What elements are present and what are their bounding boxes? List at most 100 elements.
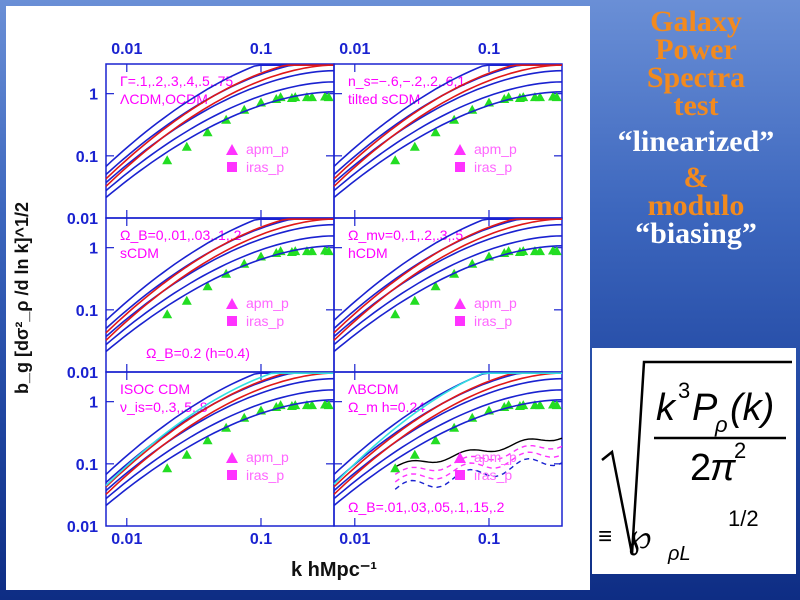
top-tick-label: 0.01	[111, 41, 142, 58]
apm-data-point	[467, 104, 478, 114]
model-curve-blue	[333, 245, 563, 353]
apm-data-point	[409, 141, 420, 151]
panel-label-primary: ISOC CDM	[120, 381, 190, 397]
panel-label-tertiary: Ω_B=.01,.03,.05,.1,.15,.2	[348, 499, 505, 515]
legend-apm-label: apm_p	[246, 141, 289, 157]
model-curve-blue	[105, 91, 335, 199]
model-curve-blue	[105, 377, 335, 492]
model-curve-red	[333, 64, 562, 187]
sidebar-line-1: Power	[655, 33, 737, 66]
x-axis-label: k hMpc⁻¹	[291, 559, 377, 581]
baryon-curve	[394, 451, 563, 483]
baryon-curve	[394, 457, 563, 490]
model-curve-red	[105, 64, 334, 180]
apm-data-point	[307, 400, 318, 410]
legend-iras-label: iras_p	[246, 467, 284, 483]
apm-data-point	[467, 412, 478, 422]
apm-data-point	[551, 400, 562, 410]
formula-half: 1/2	[728, 506, 759, 531]
model-curve-red	[105, 372, 334, 495]
apm-data-point	[390, 463, 401, 473]
sidebar-title: Galaxy Power Spectra test “linearized” & modul…	[596, 7, 796, 250]
apm-data-point	[535, 92, 546, 102]
formula-wp: ℘	[628, 518, 652, 556]
model-curve-red	[333, 372, 562, 495]
apm-data-point	[181, 449, 192, 459]
bottom-tick-label: 0.01	[111, 531, 142, 548]
formula-P: P	[692, 387, 718, 429]
model-curve-blue	[333, 377, 563, 492]
top-tick-label: 0.1	[250, 41, 272, 58]
model-curve-blue	[333, 235, 563, 346]
apm-data-point	[535, 400, 546, 410]
y-tick-label: 1	[89, 395, 98, 412]
bottom-tick-label: 0.1	[250, 531, 272, 548]
formula-2: 2	[690, 447, 711, 489]
apm-data-point	[430, 127, 441, 137]
formula-pi: π	[710, 447, 737, 489]
panel-0: Γ=.1,.2,.3,.4,.5,.75 ΛCDM,OCDM apm_p iras_p	[105, 63, 335, 219]
formula-box: k 3 P ρ (k) 2 π 2 ≡ ℘ ρL 1/2	[592, 348, 796, 574]
apm-data-point	[307, 92, 318, 102]
panel-frame	[333, 371, 563, 527]
model-curve-blue	[105, 389, 335, 500]
panel-2: Ω_B=0,.01,.03,.1,.2 sCDM Ω_B=0.2 (h=0.4) ap…	[105, 217, 335, 373]
apm-data-point	[430, 281, 441, 291]
legend-square-marker	[455, 162, 465, 172]
panel-5: ΛBCDM Ω_m h=0.24 Ω_B=.01,.03,.05,.1,.15,.2…	[333, 371, 563, 527]
apm-data-point	[307, 246, 318, 256]
model-curve-blue	[105, 223, 335, 338]
sidebar-line-5: &	[683, 161, 709, 194]
model-curve-red	[333, 218, 562, 341]
legend-triangle-marker	[226, 452, 238, 463]
baryon-curve	[394, 437, 563, 468]
panel-label-secondary: sCDM	[120, 245, 159, 261]
apm-data-point	[239, 258, 250, 268]
model-curve-blue	[105, 399, 335, 507]
y-tick-label: 1	[89, 87, 98, 104]
sidebar-line-4: “linearized”	[617, 125, 775, 158]
apm-data-point	[162, 463, 173, 473]
legend-apm-label: apm_p	[474, 449, 517, 465]
model-curve-blue	[105, 81, 335, 192]
apm-data-point	[409, 295, 420, 305]
legend-triangle-marker	[454, 298, 466, 309]
legend-iras-label: iras_p	[246, 313, 284, 329]
legend-square-marker	[227, 316, 237, 326]
legend-triangle-marker	[454, 144, 466, 155]
model-curve-blue	[333, 223, 563, 338]
model-curve-blue	[333, 81, 563, 192]
panel-label-primary: Γ=.1,.2,.3,.4,.5,.75	[120, 73, 233, 89]
model-curve-red	[333, 218, 562, 334]
formula-k: k	[656, 387, 677, 429]
panel-label-secondary: Ω_m h=0.24	[348, 399, 425, 415]
y-tick-label: 0.1	[76, 457, 98, 474]
model-curve-blue	[333, 399, 563, 507]
panel-3: Ω_mν=0,.1,.2,.3,.5 hCDM apm_p iras_p	[333, 217, 563, 373]
chart-svg: b_g [dσ²_ρ /d ln k]^1/2 k hMpc⁻¹ 0.01 0.01 0…	[12, 41, 563, 581]
legend-triangle-marker	[454, 452, 466, 463]
legend-apm-label: apm_p	[474, 295, 517, 311]
formula-rho: ρ	[714, 412, 728, 437]
formula-equiv: ≡	[598, 523, 612, 550]
model-curve-red	[333, 64, 562, 180]
formula-svg: k 3 P ρ (k) 2 π 2 ≡ ℘ ρL 1/2	[598, 360, 792, 565]
model-curve-cyan	[105, 372, 334, 487]
model-curve-blue	[105, 245, 335, 353]
apm-data-point	[202, 127, 213, 137]
bottom-tick-label: 0.01	[339, 531, 370, 548]
formula-exp3: 3	[678, 378, 690, 403]
apm-data-point	[323, 246, 334, 256]
panel-label-secondary: hCDM	[348, 245, 388, 261]
y-tick-label: 0.01	[67, 211, 98, 228]
apm-data-point	[390, 309, 401, 319]
apm-data-point	[202, 281, 213, 291]
y-tick-label: 0.1	[76, 149, 98, 166]
formula-exp2: 2	[734, 438, 746, 463]
formula-sub: ρL	[667, 543, 691, 565]
apm-data-point	[181, 295, 192, 305]
panel-label-primary: n_s=−.6,−.2,.2,.6,1	[348, 73, 465, 89]
model-curve-blue	[333, 69, 563, 184]
sidebar-line-7: “biasing”	[635, 217, 757, 250]
